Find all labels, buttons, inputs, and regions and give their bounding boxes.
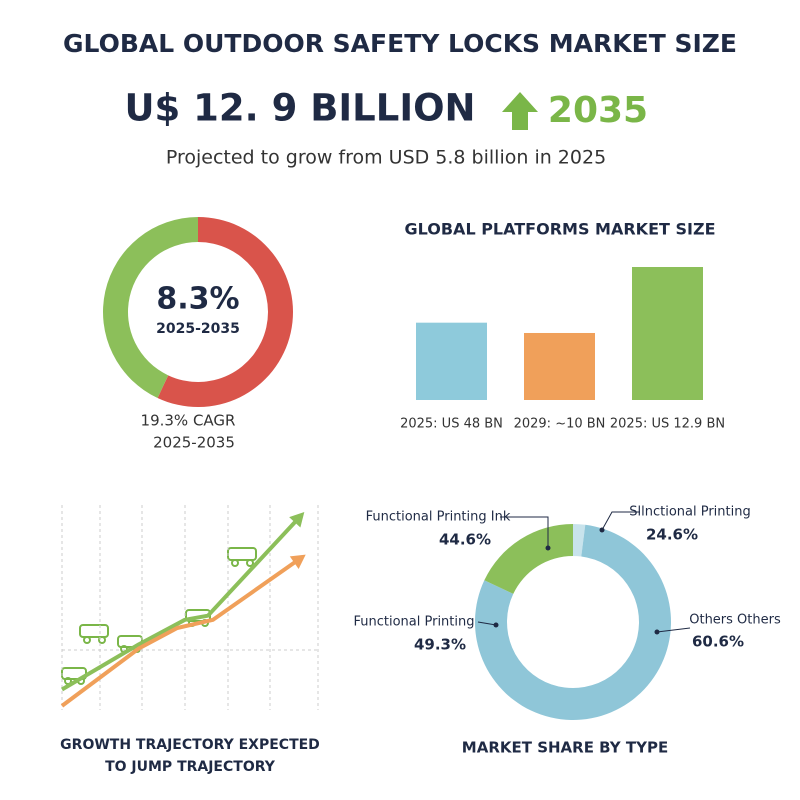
bar-label: 2029: ~10 BN <box>514 417 606 432</box>
title: GLOBAL OUTDOOR SAFETY LOCKS MARKET SIZE <box>63 29 737 58</box>
annotation-value: 49.3% <box>414 636 466 654</box>
bar <box>632 267 703 400</box>
subtitle: Projected to grow from USD 5.8 billion i… <box>166 147 606 169</box>
annotation-value: 60.6% <box>692 633 744 651</box>
leader-line <box>656 627 691 633</box>
arrow-head <box>289 512 305 528</box>
leader-dot <box>493 622 499 628</box>
donut-center-label: 8.3% <box>156 282 239 317</box>
donut-center-sublabel: 2025-2035 <box>156 321 240 337</box>
annotation-label: Functional Printing <box>353 615 474 630</box>
leader-dot <box>599 527 605 533</box>
bar <box>524 332 595 400</box>
annotation-value: 44.6% <box>439 531 491 549</box>
car-icons <box>61 547 257 685</box>
leader-line <box>500 516 549 548</box>
leader-line <box>601 511 640 531</box>
bar-label: 2025: US 12.9 BN <box>610 417 725 432</box>
leader-dot <box>654 629 660 635</box>
donut-slice <box>484 524 573 594</box>
caption: 19.3% CAGR <box>141 412 236 430</box>
annotation-label: Functional Printing Ink <box>366 510 511 525</box>
bar <box>416 322 487 400</box>
caption: 2025-2035 <box>153 434 235 452</box>
trend-line <box>60 517 299 692</box>
up-arrow <box>502 92 538 130</box>
donut-slice <box>157 217 293 407</box>
annotation-value: 24.6% <box>646 526 698 544</box>
line-title: GROWTH TRAJECTORY EXPECTED <box>60 737 320 753</box>
headline-value: U$ 12. 9 BILLION <box>124 87 475 130</box>
line-title: TO JUMP TRAJECTORY <box>105 759 276 775</box>
donut-title: MARKET SHARE BY TYPE <box>462 739 668 757</box>
headline-year: 2035 <box>548 90 648 131</box>
leader-line <box>477 621 497 626</box>
arrow-head <box>289 554 306 569</box>
donut-slice <box>103 217 198 398</box>
annotation-label: Sllnctional Printing <box>629 505 750 520</box>
annotation-label: Others Others <box>689 613 781 628</box>
donut-slice <box>474 524 671 721</box>
trend-line <box>60 558 299 708</box>
bar-title: GLOBAL PLATFORMS MARKET SIZE <box>405 220 716 239</box>
bar-label: 2025: US 48 BN <box>400 417 503 432</box>
leader-dot <box>545 545 551 551</box>
donut-slice <box>573 524 586 557</box>
